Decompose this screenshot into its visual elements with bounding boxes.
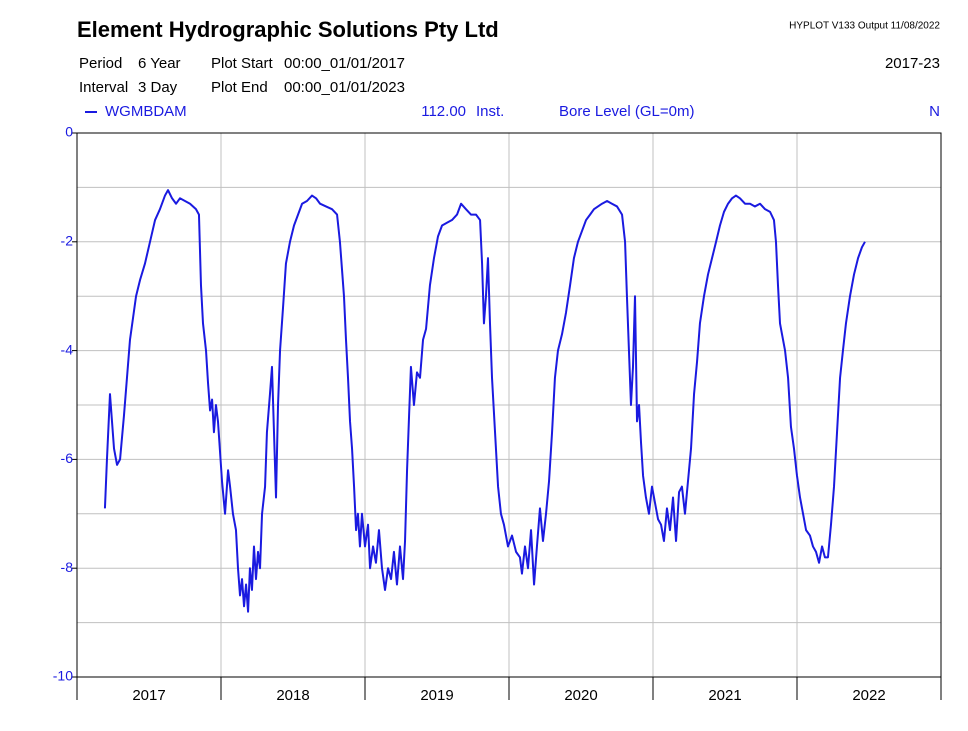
statistic: Inst. — [476, 103, 504, 120]
span: 2017-23 — [885, 55, 940, 72]
plot-start: 00:00_01/01/2017 — [284, 55, 405, 72]
x-tick-label: 2018 — [276, 687, 309, 704]
x-tick-label: 2019 — [420, 687, 453, 704]
x-tick-label: 2017 — [132, 687, 165, 704]
x-tick-label: 2021 — [708, 687, 741, 704]
variable-name: Bore Level (GL=0m) — [559, 103, 694, 120]
interval: 3 Day — [138, 79, 178, 96]
legend-label: WGMBDAM — [105, 103, 187, 120]
plot — [103, 189, 866, 613]
program-info: HYPLOT V133 Output 11/08/2022 — [789, 21, 940, 32]
quality-code: N — [929, 103, 940, 120]
variable-code: 112.00 — [421, 103, 466, 120]
y-tick-label: -6 — [61, 450, 74, 466]
y-tick-label: -10 — [53, 668, 73, 684]
x-tick-label: 2022 — [852, 687, 885, 704]
data-line — [103, 189, 866, 613]
y-tick-label: 0 — [65, 124, 73, 140]
x-tick-label: 2020 — [564, 687, 597, 704]
chart-title: Element Hydrographic Solutions Pty Ltd — [77, 17, 499, 42]
y-tick-label: -2 — [61, 233, 74, 249]
plot-end: 00:00_01/01/2023 — [284, 79, 405, 96]
interval-label: Interval — [79, 79, 128, 96]
y-tick-label: -4 — [61, 341, 74, 357]
plot-end-label: Plot End — [211, 79, 268, 96]
y-tick-label: -8 — [61, 559, 74, 575]
grid — [76, 132, 942, 678]
period-label: Period — [79, 55, 122, 72]
plot-start-label: Plot Start — [211, 55, 274, 72]
period: 6 Year — [138, 55, 181, 72]
